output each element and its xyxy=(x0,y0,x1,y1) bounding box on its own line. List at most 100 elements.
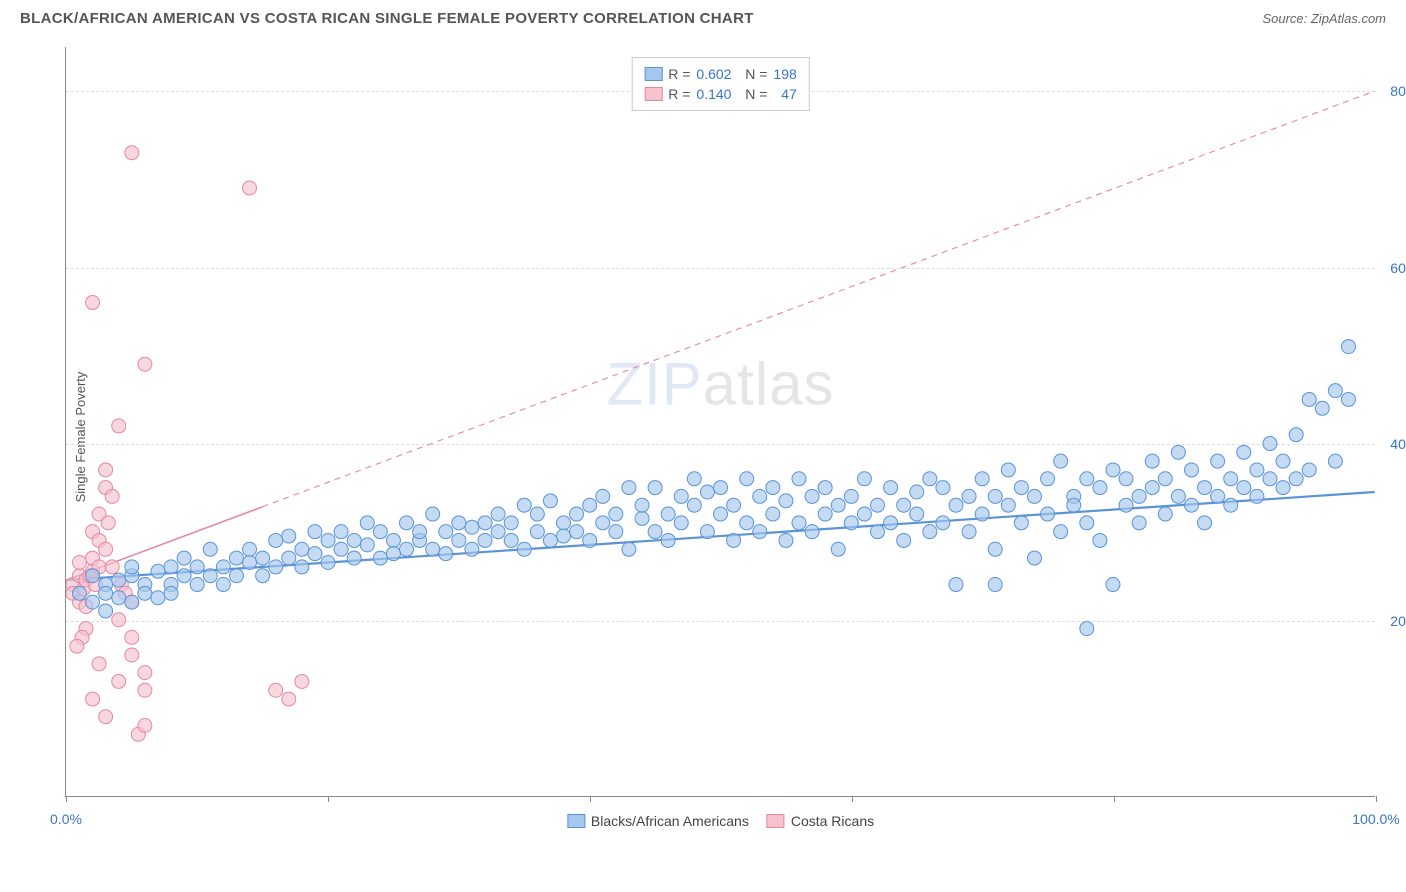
data-point xyxy=(282,551,296,565)
data-point xyxy=(504,533,518,547)
data-point xyxy=(138,719,152,733)
data-point xyxy=(465,542,479,556)
data-point xyxy=(256,569,270,583)
data-point xyxy=(360,516,374,530)
data-point xyxy=(1132,489,1146,503)
data-point xyxy=(1198,516,1212,530)
data-point xyxy=(465,520,479,534)
data-point xyxy=(138,357,152,371)
data-point xyxy=(112,613,126,627)
data-point xyxy=(635,511,649,525)
data-point xyxy=(269,683,283,697)
data-point xyxy=(570,525,584,539)
data-point xyxy=(1067,498,1081,512)
data-point xyxy=(1328,454,1342,468)
data-point xyxy=(543,494,557,508)
data-point xyxy=(1054,454,1068,468)
data-point xyxy=(112,419,126,433)
data-point xyxy=(334,542,348,556)
data-point xyxy=(373,551,387,565)
data-point xyxy=(949,578,963,592)
data-point xyxy=(138,683,152,697)
data-point xyxy=(112,591,126,605)
data-point xyxy=(243,542,257,556)
y-tick-label: 40.0% xyxy=(1390,436,1406,452)
data-point xyxy=(1093,533,1107,547)
data-point xyxy=(295,674,309,688)
swatch-pink xyxy=(767,814,785,828)
data-point xyxy=(478,516,492,530)
data-point xyxy=(491,507,505,521)
data-point xyxy=(216,578,230,592)
data-point xyxy=(1250,463,1264,477)
data-point xyxy=(844,489,858,503)
data-point xyxy=(1093,481,1107,495)
data-point xyxy=(1237,481,1251,495)
data-point xyxy=(962,489,976,503)
series-legend: Blacks/African Americans Costa Ricans xyxy=(567,813,874,829)
data-point xyxy=(138,586,152,600)
plot-region: ZIPatlas R = 0.602 N = 198 R = 0.140 N =… xyxy=(65,47,1375,797)
data-point xyxy=(975,472,989,486)
data-point xyxy=(92,657,106,671)
data-point xyxy=(727,533,741,547)
data-point xyxy=(400,516,414,530)
data-point xyxy=(557,529,571,543)
x-tick-label: 100.0% xyxy=(1352,811,1399,827)
data-point xyxy=(1014,481,1028,495)
data-point xyxy=(648,525,662,539)
data-point xyxy=(831,542,845,556)
data-point xyxy=(308,547,322,561)
chart-area: Single Female Poverty ZIPatlas R = 0.602… xyxy=(50,42,1390,832)
data-point xyxy=(1014,516,1028,530)
data-point xyxy=(753,489,767,503)
data-point xyxy=(1158,472,1172,486)
data-point xyxy=(740,472,754,486)
data-point xyxy=(975,507,989,521)
data-point xyxy=(884,516,898,530)
swatch-pink xyxy=(644,87,662,101)
data-point xyxy=(923,472,937,486)
data-point xyxy=(99,463,113,477)
data-point xyxy=(870,525,884,539)
data-point xyxy=(831,498,845,512)
swatch-blue xyxy=(567,814,585,828)
data-point xyxy=(125,560,139,574)
data-point xyxy=(1211,454,1225,468)
data-point xyxy=(99,586,113,600)
data-point xyxy=(792,516,806,530)
data-point xyxy=(360,538,374,552)
data-point xyxy=(295,542,309,556)
chart-title: BLACK/AFRICAN AMERICAN VS COSTA RICAN SI… xyxy=(20,10,754,27)
data-point xyxy=(753,525,767,539)
data-point xyxy=(86,692,100,706)
data-point xyxy=(151,591,165,605)
data-point xyxy=(105,560,119,574)
data-point xyxy=(452,516,466,530)
data-point xyxy=(101,516,115,530)
data-point xyxy=(347,551,361,565)
data-point xyxy=(661,507,675,521)
data-point xyxy=(674,489,688,503)
data-point xyxy=(426,542,440,556)
data-point xyxy=(86,569,100,583)
data-point xyxy=(530,507,544,521)
data-point xyxy=(622,481,636,495)
data-point xyxy=(857,507,871,521)
data-point xyxy=(805,525,819,539)
data-point xyxy=(714,481,728,495)
data-point xyxy=(910,485,924,499)
data-point xyxy=(164,586,178,600)
data-point xyxy=(229,551,243,565)
data-point xyxy=(1080,472,1094,486)
data-point xyxy=(105,489,119,503)
data-point xyxy=(491,525,505,539)
data-point xyxy=(1041,507,1055,521)
data-point xyxy=(805,489,819,503)
data-point xyxy=(125,630,139,644)
data-point xyxy=(897,533,911,547)
data-point xyxy=(439,525,453,539)
data-point xyxy=(792,472,806,486)
data-point xyxy=(72,586,86,600)
data-point xyxy=(1289,472,1303,486)
